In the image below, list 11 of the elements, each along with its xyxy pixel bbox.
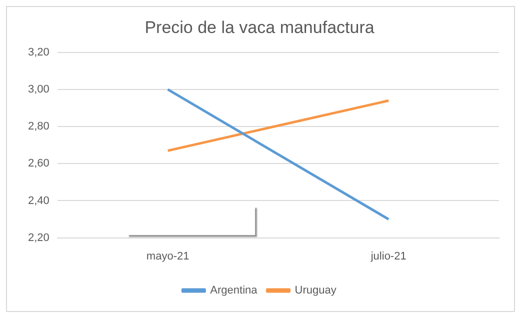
- y-tick-label: 2,40: [28, 194, 50, 207]
- y-tick-label: 2,20: [28, 232, 50, 244]
- chart-title: Precio de la vaca manufactura: [144, 18, 375, 37]
- x-tick-label: julio-21: [370, 250, 406, 262]
- y-tick-label: 2,60: [28, 158, 50, 170]
- y-tick-label: 3,00: [28, 84, 50, 96]
- y-tick-label: 3,20: [28, 46, 50, 58]
- legend-label: Uruguay: [294, 284, 337, 297]
- x-tick-label: mayo-21: [146, 250, 190, 262]
- legend-label: Argentina: [210, 284, 258, 297]
- y-tick-label: 2,80: [28, 120, 50, 133]
